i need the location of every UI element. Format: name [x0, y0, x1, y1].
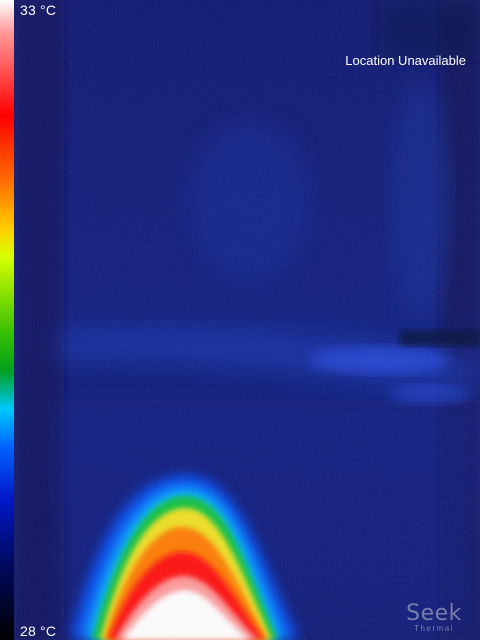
- scale-max-label: 33 °C: [20, 2, 57, 18]
- location-status: Location Unavailable: [345, 53, 466, 68]
- scale-min-label: 28 °C: [20, 623, 57, 639]
- brand-subtitle: Thermal: [414, 624, 454, 633]
- brand-logo: Seek Thermal: [404, 601, 464, 634]
- brand-name: Seek: [406, 601, 462, 626]
- temperature-scale-bar: [0, 0, 14, 640]
